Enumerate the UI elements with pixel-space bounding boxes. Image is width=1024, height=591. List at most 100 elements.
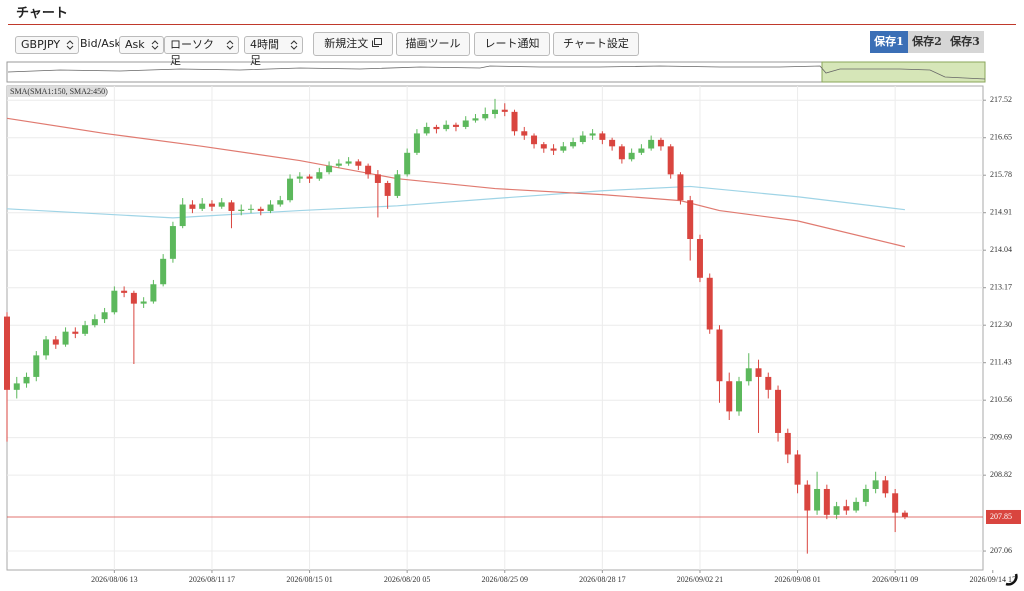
x-tick-label: 2026/08/15 01 — [286, 575, 332, 584]
price-side-select[interactable]: Ask — [119, 36, 164, 54]
select-arrow — [290, 40, 298, 50]
candle-body — [706, 277, 713, 330]
save-tab[interactable]: 保存2 — [908, 31, 946, 53]
candle-body — [82, 325, 89, 334]
candle-body — [189, 204, 196, 209]
candle-body — [277, 200, 284, 205]
bid-ask-label: Bid/Ask — [80, 37, 121, 50]
candle-body — [667, 146, 674, 175]
candle-body — [696, 239, 703, 278]
drawing-tools-button[interactable]: 描画ツール — [396, 32, 470, 56]
candle-body — [784, 432, 791, 455]
x-tick-label: 2026/08/25 09 — [482, 575, 528, 584]
candle-body — [267, 204, 274, 211]
candle-body — [374, 174, 381, 183]
save-tab[interactable]: 保存3 — [946, 31, 984, 53]
candle-body — [33, 355, 40, 377]
select-arrow — [66, 40, 74, 50]
candle-body — [326, 165, 333, 173]
symbol-select[interactable]: GBPJPY — [15, 36, 80, 54]
candle-body — [91, 319, 98, 326]
candle-body — [130, 292, 137, 304]
candle-body — [540, 144, 547, 149]
save-tab[interactable]: 保存1 — [870, 31, 908, 53]
last-price-box — [986, 509, 1021, 524]
candle-body — [169, 226, 176, 259]
window-icon — [371, 38, 382, 47]
chart-settings-button[interactable]: チャート設定 — [553, 32, 639, 56]
candle-body — [872, 480, 879, 489]
candle-body — [257, 208, 264, 211]
candle-body — [52, 339, 59, 345]
new-order-button[interactable]: 新規注文 — [313, 32, 393, 56]
candle-body — [726, 381, 733, 412]
candle-body — [160, 258, 167, 285]
candle-body — [423, 126, 430, 134]
button-label: 新規注文 — [324, 37, 369, 50]
candle-body — [443, 124, 450, 130]
x-tick-label: 2026/08/06 13 — [91, 575, 137, 584]
candle-body — [404, 152, 411, 175]
candle-body — [882, 480, 889, 494]
candle-body — [579, 135, 586, 143]
candle-body — [599, 133, 606, 140]
price-side: Ask — [125, 38, 145, 51]
chart-type-select[interactable]: ローソク足 — [164, 36, 239, 67]
symbol: GBPJPY — [21, 38, 61, 51]
y-tick-label: 216.65 — [990, 133, 1012, 142]
candle-body — [413, 133, 420, 153]
candle-body — [638, 148, 645, 153]
select-arrow — [151, 40, 158, 50]
candle-body — [765, 376, 772, 390]
plot-frame — [6, 85, 984, 571]
y-tick-label: 217.52 — [990, 95, 1012, 104]
candle-body — [677, 174, 684, 201]
candle-body — [755, 368, 762, 377]
candle-body — [13, 383, 20, 390]
save-tabs: 保存1 保存2 保存3 — [870, 31, 984, 53]
candle-body — [179, 204, 186, 227]
navigator-line — [7, 65, 986, 80]
x-tick-label: 2026/09/02 21 — [677, 575, 723, 584]
candle-body — [687, 200, 694, 240]
candle-body — [140, 301, 147, 304]
candle-body — [892, 493, 899, 513]
rate-alert-button[interactable]: レート通知 — [474, 32, 550, 56]
candle-body — [843, 506, 850, 511]
navigator-window[interactable] — [821, 61, 986, 83]
x-tick-label: 2026/09/14 17 — [970, 575, 1016, 584]
candle-body — [814, 488, 821, 511]
candle-body — [618, 146, 625, 160]
y-tick-label: 215.78 — [990, 170, 1012, 179]
timeframe-select[interactable]: 4時間足 — [244, 36, 303, 67]
candle-body — [248, 208, 254, 210]
y-tick-label: 210.56 — [990, 395, 1012, 404]
candle-body — [306, 176, 313, 179]
candle-body — [43, 339, 50, 356]
candle-body — [589, 133, 596, 136]
candle-body — [287, 178, 294, 201]
x-tick-label: 2026/08/11 17 — [189, 575, 235, 584]
candle-body — [550, 148, 557, 151]
last-price-label: 207.85 — [990, 512, 1012, 521]
y-tick-label: 214.91 — [990, 208, 1012, 217]
candle-body — [521, 131, 528, 136]
candle-body — [121, 290, 128, 293]
y-tick-label: 212.30 — [990, 320, 1012, 329]
candle-body — [833, 506, 840, 515]
sma-line — [6, 185, 905, 219]
y-tick-label: 207.06 — [990, 546, 1012, 555]
select-arrow — [226, 40, 234, 50]
x-tick-label: 2026/08/20 05 — [384, 575, 430, 584]
y-tick-label: 208.82 — [990, 470, 1012, 479]
y-tick-label: 213.17 — [990, 283, 1012, 292]
candle-body — [862, 488, 869, 502]
candle-body — [62, 331, 69, 345]
candle-body — [853, 501, 860, 511]
candle-body — [482, 114, 489, 119]
indicator-legend: SMA(SMA1:150, SMA2:450) — [10, 87, 108, 96]
candle-body — [609, 139, 616, 147]
candle-body — [794, 454, 801, 485]
candle-body — [72, 331, 79, 334]
